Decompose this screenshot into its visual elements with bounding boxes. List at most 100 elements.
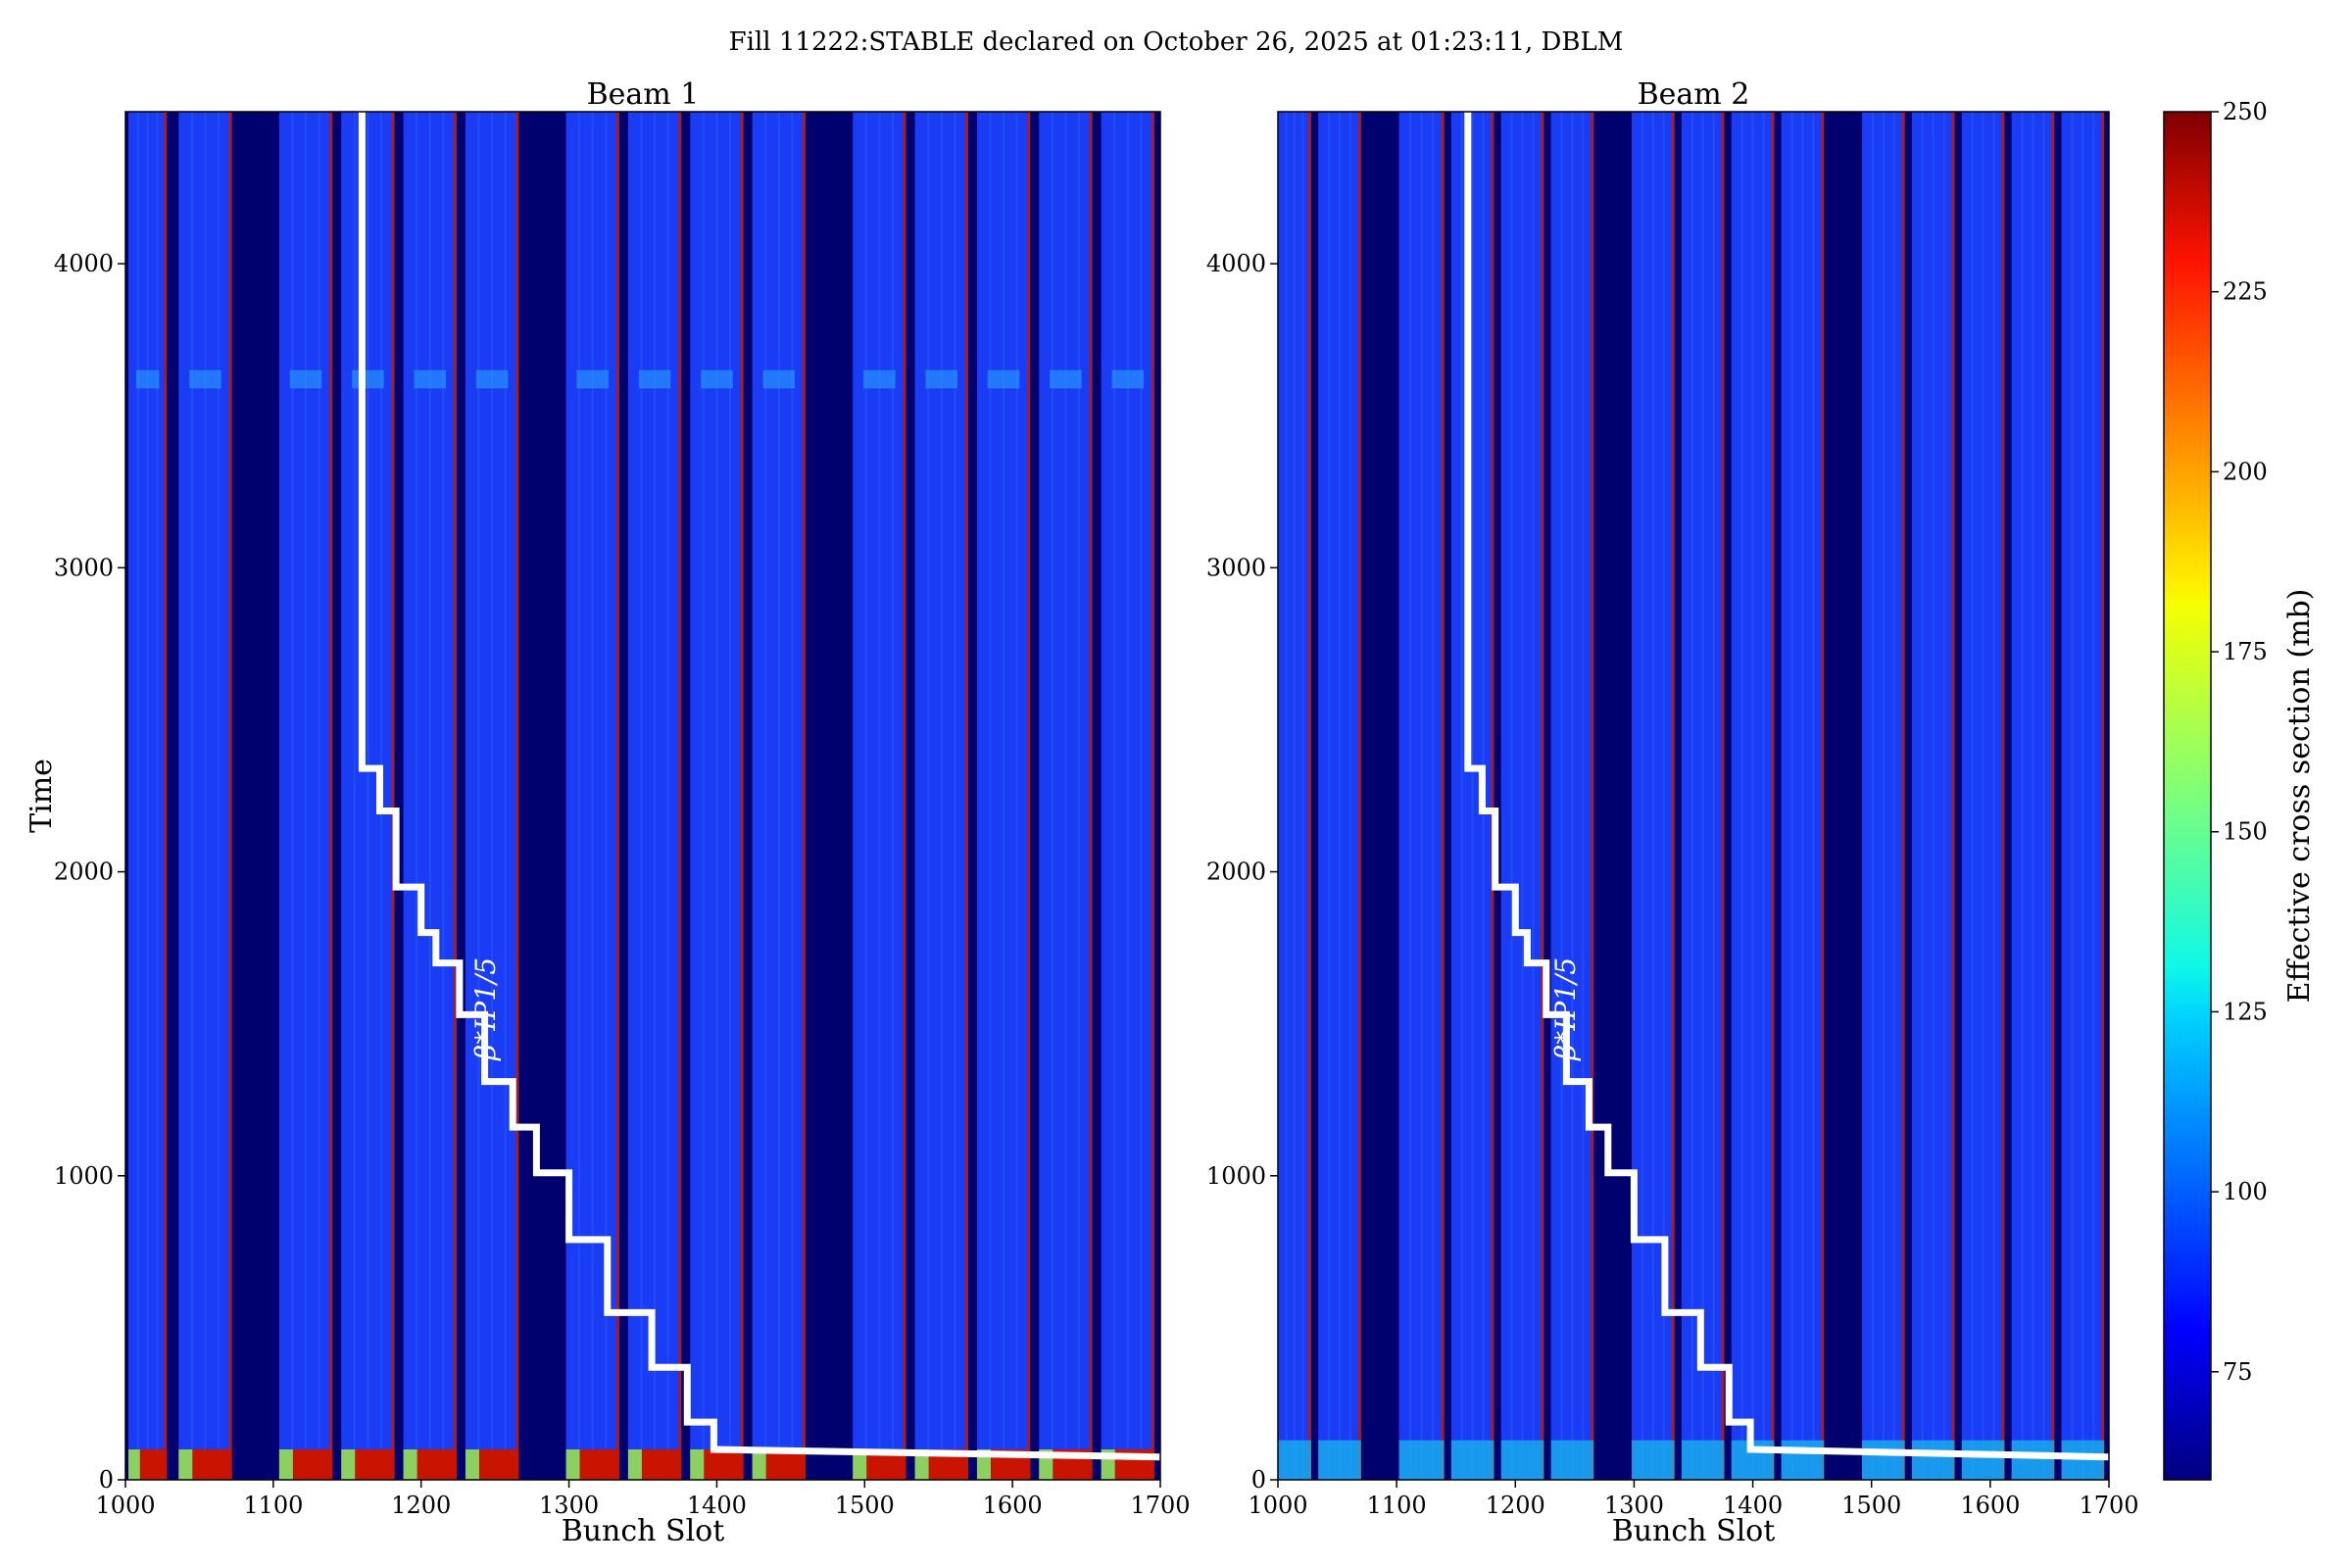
- band-edge-red: [1671, 112, 1675, 1480]
- colorbar-tick-label: 200: [2223, 458, 2268, 485]
- band-texture-stripe: [1932, 112, 1935, 1480]
- band-start-green-edge: [752, 1448, 766, 1480]
- x-ticks-beam-2: 1000 1100 1200 1300 1400 1500 1600 1700: [1248, 1480, 2139, 1519]
- band-texture-stripe: [1712, 112, 1715, 1480]
- y-tick-label: 1000: [54, 1162, 114, 1190]
- band-edge-red: [2101, 112, 2105, 1480]
- band-texture-stripe: [353, 112, 356, 1480]
- beta-star-step-line-beam-1: [358, 112, 1160, 1461]
- bunch-train-band: [1500, 112, 1544, 1480]
- band-texture-stripe: [864, 112, 867, 1480]
- bunch-train-band: [1450, 112, 1494, 1480]
- band-edge-red: [1151, 112, 1154, 1480]
- band-start-green-edge: [128, 1448, 140, 1480]
- bunch-train-band: [1681, 112, 1725, 1480]
- band-texture-stripe: [2071, 112, 2074, 1480]
- band-texture-stripe: [891, 112, 894, 1480]
- band-blip: [701, 369, 733, 389]
- band-texture-stripe: [666, 112, 669, 1480]
- colorbar-label: Effective cross section (mb): [2282, 589, 2317, 1004]
- bunch-train-band: [1731, 112, 1775, 1480]
- band-start-green-edge: [914, 1448, 929, 1480]
- y-tick-label: 4000: [1206, 250, 1266, 277]
- heatmap-bands-beam-2: [1278, 112, 2105, 1480]
- band-texture-stripe: [1126, 112, 1129, 1480]
- band-texture-stripe: [367, 112, 369, 1480]
- band-texture-stripe: [477, 112, 480, 1480]
- band-start-cyan-region: [1450, 1440, 1494, 1480]
- band-blip: [352, 369, 384, 389]
- band-texture-stripe: [1003, 112, 1005, 1480]
- band-start-cyan-region: [1911, 1440, 1955, 1480]
- band-edge-red: [802, 112, 806, 1480]
- x-tick-label: 1400: [1723, 1492, 1783, 1519]
- band-texture-stripe: [1420, 112, 1423, 1480]
- band-edge-red: [1441, 112, 1445, 1480]
- colorbar-tick-label: 175: [2223, 638, 2268, 665]
- band-edge-red: [1951, 112, 1955, 1480]
- bunch-train-band: [1862, 112, 1905, 1480]
- band-texture-stripe: [1762, 112, 1765, 1480]
- bunch-train-band: [128, 112, 168, 1480]
- band-blip: [1111, 369, 1145, 389]
- band-texture-stripe: [442, 112, 445, 1480]
- y-tick-label: 1000: [1206, 1162, 1266, 1190]
- band-texture-stripe: [578, 112, 581, 1480]
- band-texture-stripe: [954, 112, 956, 1480]
- band-texture-stripe: [2021, 112, 2024, 1480]
- band-edge-red: [453, 112, 457, 1480]
- band-blip: [189, 369, 221, 389]
- x-tick-label: 1700: [2079, 1492, 2138, 1519]
- bunch-train-band: [1039, 112, 1093, 1480]
- band-start-green-edge: [341, 1448, 356, 1480]
- band-start-cyan-region: [1278, 1440, 1311, 1480]
- band-texture-stripe: [491, 112, 494, 1480]
- heatmap-bands-beam-1: [128, 112, 1154, 1480]
- band-texture-stripe: [605, 112, 608, 1480]
- band-texture-stripe: [2042, 112, 2045, 1480]
- band-edge-red: [1307, 112, 1311, 1480]
- band-edge-red: [1089, 112, 1093, 1480]
- band-start-green-edge: [853, 1448, 867, 1480]
- band-texture-stripe: [1140, 112, 1143, 1480]
- band-texture-stripe: [1560, 112, 1563, 1480]
- panel-beam-2: Beam 2 β*IP1/5 1000 1100 1200 1300 1400 1500 1…: [1206, 77, 2139, 1548]
- band-texture-stripe: [1892, 112, 1895, 1480]
- x-tick-label: 1200: [391, 1492, 451, 1519]
- colorbar-tick-label: 75: [2223, 1358, 2253, 1386]
- band-texture-stripe: [1078, 112, 1081, 1480]
- bunch-train-band: [976, 112, 1031, 1480]
- band-texture-stripe: [1285, 112, 1288, 1480]
- bunch-train-band: [341, 112, 395, 1480]
- band-texture-stripe: [1521, 112, 1524, 1480]
- band-texture-stripe: [204, 112, 207, 1480]
- x-axis-label-beam-2: Bunch Slot: [1612, 1514, 1776, 1548]
- band-start-cyan-region: [1398, 1440, 1445, 1480]
- bunch-train-band: [1318, 112, 1361, 1480]
- colorbar-tick-label: 225: [2223, 278, 2268, 306]
- x-tick-label: 1200: [1486, 1492, 1545, 1519]
- bunch-train-band: [1781, 112, 1825, 1480]
- colorbar: 75 100 125 150 175 200 225 250 Effective cross …: [2163, 98, 2317, 1481]
- y-ticks-beam-2: 0 1000 2000 3000 4000: [1206, 250, 1278, 1494]
- x-tick-label: 1600: [983, 1492, 1043, 1519]
- band-edge-red: [2051, 112, 2055, 1480]
- x-tick-label: 1000: [95, 1492, 155, 1519]
- bunch-train-band: [178, 112, 232, 1480]
- band-start-cyan-region: [1681, 1440, 1725, 1480]
- beta-star-step-line-beam-2: [1464, 112, 2109, 1461]
- band-edge-red: [515, 112, 519, 1480]
- y-tick-label: 4000: [54, 250, 114, 277]
- band-edge-red: [228, 112, 232, 1480]
- band-edge-red: [1027, 112, 1031, 1480]
- band-texture-stripe: [1790, 112, 1793, 1480]
- x-tick-label: 1100: [243, 1492, 303, 1519]
- band-texture-stripe: [777, 112, 780, 1480]
- band-start-green-edge: [465, 1448, 479, 1480]
- band-texture-stripe: [878, 112, 881, 1480]
- bunch-train-band: [853, 112, 906, 1480]
- band-edge-red: [1821, 112, 1825, 1480]
- x-axis-label-beam-1: Bunch Slot: [562, 1514, 725, 1548]
